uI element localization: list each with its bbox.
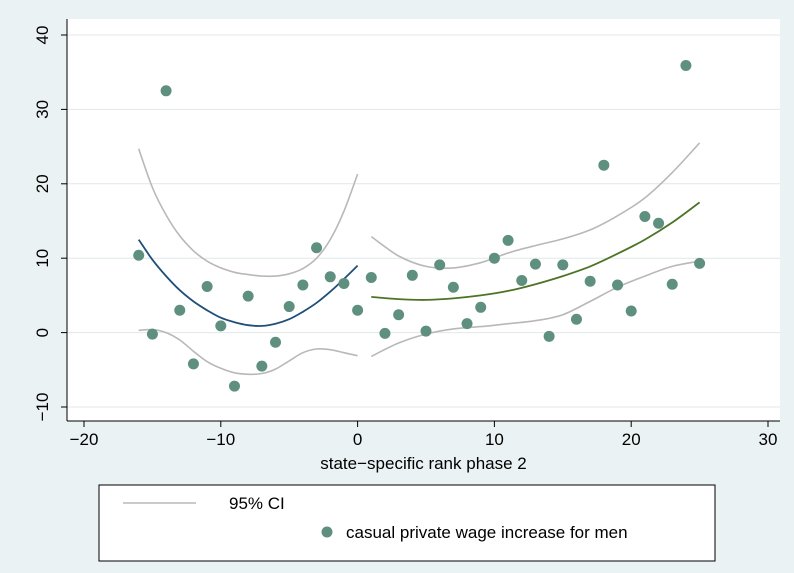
fit-left-line — [137, 239, 359, 327]
scatter-point — [256, 360, 268, 372]
scatter-point — [379, 327, 391, 339]
scatter-point — [420, 325, 432, 337]
scatter-point — [612, 279, 624, 291]
scatter-point — [639, 211, 651, 223]
scatter-point — [502, 234, 514, 246]
scatter-point — [461, 318, 473, 330]
scatter-point — [543, 330, 555, 342]
legend-ci-label: 95% CI — [229, 494, 285, 513]
scatter-point — [598, 159, 610, 171]
x-tick-label: 30 — [759, 430, 778, 449]
scatter-point — [215, 320, 227, 332]
fit-right-line — [371, 201, 701, 301]
y-tick-label: 10 — [33, 249, 52, 268]
y-tick-label: 40 — [33, 26, 52, 45]
scatter-point — [447, 281, 459, 293]
scatter-point — [352, 304, 364, 316]
scatter-point — [666, 278, 678, 290]
legend-scatter-label: casual private wage increase for men — [346, 523, 628, 542]
scatter-point — [311, 242, 323, 254]
y-tick-label: 20 — [33, 174, 52, 193]
curves — [137, 142, 701, 376]
x-tick-label: −10 — [206, 430, 235, 449]
scatter-point — [133, 249, 145, 261]
scatter-point — [270, 336, 282, 348]
scatter-point — [694, 257, 706, 269]
scatter-point — [557, 259, 569, 271]
scatter-point — [201, 280, 213, 292]
x-tick-label: 0 — [353, 430, 362, 449]
axes: −10 0 10 20 30 40 −20 −10 0 10 20 30 — [33, 19, 780, 449]
ci-right-upper-line — [370, 142, 701, 270]
ci-left-lower-line — [138, 328, 358, 376]
x-axis-title: state−specific rank phase 2 — [320, 454, 526, 473]
scatter-point — [228, 380, 240, 392]
scatter-point — [625, 305, 637, 317]
scatter-point — [174, 304, 186, 316]
x-tick-label: −20 — [70, 430, 99, 449]
scatter-point — [516, 275, 528, 287]
scatter-point — [365, 272, 377, 284]
x-tick-label: 20 — [622, 430, 641, 449]
scatter-point — [529, 258, 541, 270]
legend: 95% CI casual private wage increase for … — [98, 484, 716, 562]
ci-left-upper-line — [137, 148, 359, 278]
scatter-point — [242, 290, 254, 302]
scatter-point — [475, 301, 487, 313]
scatter-points — [133, 60, 706, 392]
y-tick-label: 30 — [33, 100, 52, 119]
legend-box — [98, 484, 716, 562]
legend-scatter-marker — [321, 526, 333, 538]
scatter-point — [324, 271, 336, 283]
scatter-point — [146, 328, 158, 340]
scatter-point — [406, 269, 418, 281]
scatter-point — [434, 259, 446, 271]
plot-area — [67, 19, 780, 421]
scatter-point — [187, 358, 199, 370]
scatter-point — [680, 60, 692, 72]
scatter-point — [653, 217, 665, 229]
scatter-point — [283, 301, 295, 313]
y-tick-label: 0 — [33, 328, 52, 337]
scatter-point — [160, 85, 172, 97]
y-tick-label: −10 — [33, 393, 52, 422]
scatter-point — [488, 252, 500, 264]
scatter-point — [393, 309, 405, 321]
scatter-point — [584, 275, 596, 287]
scatter-point — [297, 279, 309, 291]
scatter-point — [570, 313, 582, 325]
scatter-point — [338, 277, 350, 289]
x-tick-label: 10 — [485, 430, 504, 449]
